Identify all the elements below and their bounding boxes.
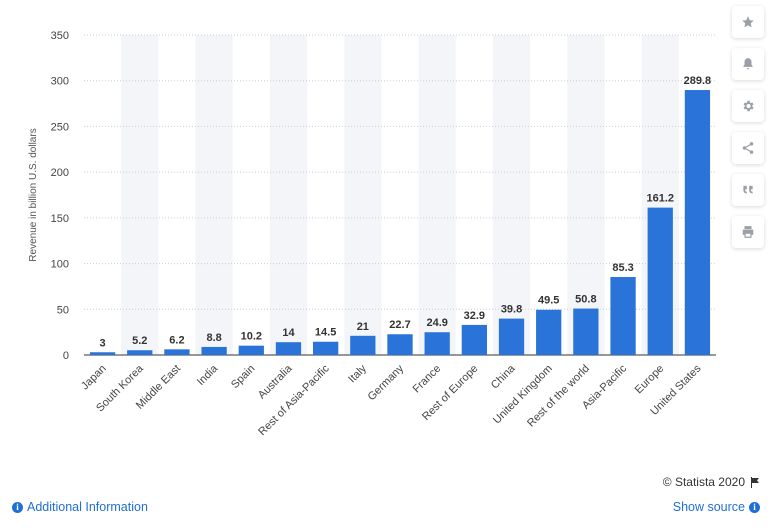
quote-icon <box>743 185 753 194</box>
bell-icon <box>743 58 753 70</box>
bar[interactable] <box>313 341 339 355</box>
y-tick-label: 300 <box>51 76 69 88</box>
flag-icon[interactable] <box>750 476 760 488</box>
bar[interactable] <box>573 308 599 355</box>
additional-information-label: Additional Information <box>27 500 148 514</box>
bar[interactable] <box>275 342 302 355</box>
gear-icon <box>743 100 754 112</box>
bar[interactable] <box>201 346 227 355</box>
print-icon <box>742 226 754 238</box>
category-label: Germany <box>366 362 407 403</box>
category-label: France <box>411 363 444 396</box>
category-label: China <box>489 362 518 391</box>
show-source-link[interactable]: Show source i <box>673 500 760 514</box>
y-tick-label: 50 <box>57 304 69 316</box>
value-label: 8.8 <box>206 332 221 344</box>
additional-information-link[interactable]: i Additional Information <box>12 500 148 514</box>
y-tick-label: 0 <box>63 350 69 362</box>
y-axis-ticks: 0 50 100 150 200 250 300 350 <box>51 30 69 362</box>
value-label: 14 <box>282 327 295 339</box>
background-band <box>195 35 233 355</box>
value-label: 5.2 <box>132 335 147 347</box>
value-label: 32.9 <box>464 310 485 322</box>
value-label: 24.9 <box>426 317 447 329</box>
star-icon <box>742 16 754 28</box>
category-label: Rest of Asia-Pacific <box>256 362 332 438</box>
bar[interactable] <box>610 277 636 355</box>
value-label: 50.8 <box>575 294 596 306</box>
bar[interactable] <box>387 334 413 355</box>
bar[interactable] <box>684 90 711 355</box>
category-label: Japan <box>79 363 109 393</box>
y-tick-label: 200 <box>51 167 69 179</box>
category-label: Italy <box>346 362 369 385</box>
value-label: 21 <box>357 321 369 333</box>
bar[interactable] <box>89 352 116 355</box>
bar[interactable] <box>424 332 450 355</box>
background-band <box>121 35 159 355</box>
y-tick-label: 350 <box>51 30 69 42</box>
show-source-label: Show source <box>672 500 745 514</box>
alternating-bands <box>121 35 679 355</box>
settings-button[interactable] <box>732 90 764 122</box>
bar[interactable] <box>498 318 525 355</box>
value-label: 22.7 <box>389 319 410 331</box>
info-icon: i <box>12 501 23 513</box>
favorite-button[interactable] <box>732 6 764 38</box>
y-tick-label: 150 <box>51 213 69 225</box>
share-icon <box>742 142 754 154</box>
category-label: India <box>195 362 221 388</box>
bars <box>89 90 711 355</box>
info-icon: i <box>749 501 760 513</box>
notification-button[interactable] <box>732 48 764 80</box>
bar[interactable] <box>647 207 673 355</box>
value-label: 3 <box>100 337 106 349</box>
bar[interactable] <box>164 349 190 355</box>
y-tick-label: 250 <box>51 121 69 133</box>
category-label: Spain <box>229 363 257 391</box>
value-label: 289.8 <box>684 75 712 87</box>
background-band <box>492 35 531 355</box>
cite-button[interactable] <box>732 174 764 206</box>
value-label: 161.2 <box>646 193 674 205</box>
background-band <box>344 35 382 355</box>
bar[interactable] <box>536 309 562 355</box>
copyright-text: © Statista 2020 <box>662 475 745 489</box>
copyright: © Statista 2020 <box>663 475 760 489</box>
bar[interactable] <box>238 345 264 355</box>
value-label: 6.2 <box>169 334 184 346</box>
bar[interactable] <box>350 335 376 355</box>
value-label: 10.2 <box>241 331 262 343</box>
value-label: 39.8 <box>501 304 522 316</box>
value-label: 85.3 <box>612 262 633 274</box>
value-label: 49.5 <box>538 295 559 307</box>
print-button[interactable] <box>732 216 764 248</box>
bar[interactable] <box>461 324 487 355</box>
y-tick-label: 100 <box>51 259 69 271</box>
value-label: 14.5 <box>315 327 336 339</box>
share-button[interactable] <box>732 132 764 164</box>
background-band <box>269 35 308 355</box>
side-toolbar <box>732 6 764 248</box>
value-labels: 3 5.2 6.2 8.8 10.2 14 14.5 21 22.7 24.9 32.9 39.8 49… <box>100 75 712 349</box>
background-band <box>567 35 605 355</box>
category-label: Europe <box>633 363 667 397</box>
background-band <box>418 35 456 355</box>
bar[interactable] <box>127 350 153 355</box>
y-axis-label: Revenue in billion U.S. dollars <box>28 128 39 261</box>
